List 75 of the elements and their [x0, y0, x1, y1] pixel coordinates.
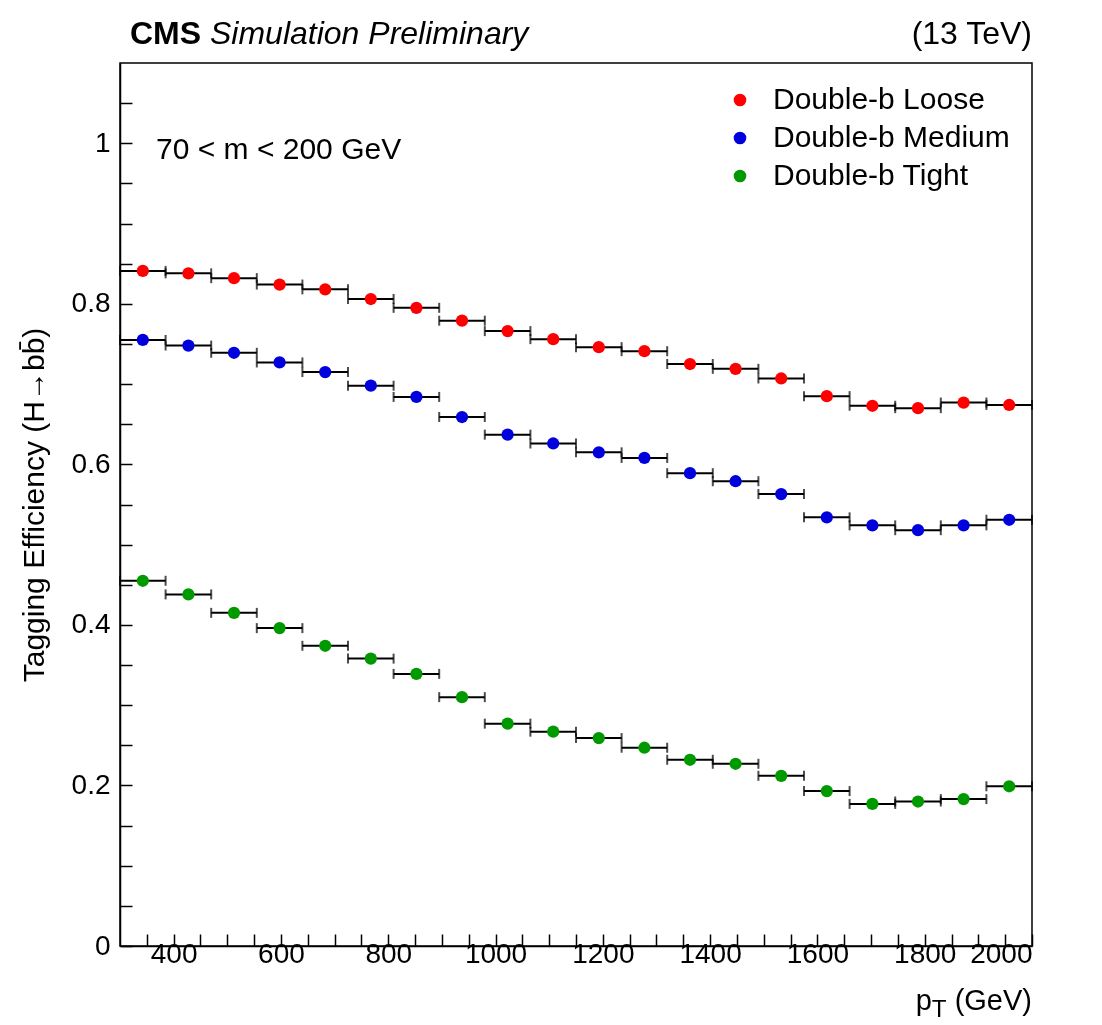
point — [319, 639, 332, 652]
point — [957, 396, 970, 409]
point — [319, 365, 332, 379]
point — [1003, 780, 1016, 793]
chart-title: CMS — [130, 15, 202, 51]
point — [410, 301, 423, 314]
point — [182, 267, 195, 280]
point — [820, 784, 833, 798]
y-axis-title: Tagging Efficiency (H→bb̄) — [16, 327, 50, 683]
legend-label: Double-b Tight — [773, 158, 969, 191]
point — [273, 356, 286, 369]
y-tick-label: 1 — [94, 126, 111, 158]
point — [182, 339, 195, 352]
point — [547, 725, 560, 738]
point — [501, 428, 514, 441]
point — [547, 437, 560, 450]
point — [775, 487, 788, 501]
point — [501, 325, 514, 338]
text: (13 TeV) — [911, 14, 1032, 52]
point — [227, 606, 241, 619]
point — [136, 264, 149, 278]
point — [683, 467, 697, 480]
y-tick-label: 0.2 — [71, 768, 111, 800]
point — [592, 446, 605, 459]
point — [592, 731, 605, 745]
point — [364, 652, 377, 665]
point — [319, 283, 332, 296]
point — [683, 357, 697, 371]
point — [273, 622, 286, 635]
point — [683, 753, 697, 766]
legend-label: Double-b Medium — [773, 120, 1010, 153]
point — [410, 390, 423, 404]
point — [273, 278, 286, 291]
point — [227, 346, 241, 359]
point — [364, 379, 377, 392]
x-axis-title: p$_{T}$ (GeV) — [915, 984, 1032, 1024]
point — [820, 511, 833, 524]
y-tick-label: 0 — [94, 929, 111, 961]
point — [455, 314, 469, 327]
point — [866, 519, 879, 532]
point — [455, 410, 469, 424]
point — [1003, 513, 1016, 526]
point — [136, 333, 149, 347]
point — [501, 717, 514, 730]
point — [911, 402, 925, 415]
legend-label: Double-b Loose — [773, 82, 985, 115]
point — [775, 372, 788, 385]
annotation: 70 < m < 200 GeV — [156, 132, 402, 165]
point — [866, 399, 879, 412]
point — [364, 292, 377, 306]
point — [957, 519, 970, 532]
chart-subtitle: Simulation Preliminary — [210, 15, 529, 51]
point — [866, 797, 879, 811]
point — [547, 333, 560, 346]
point — [775, 769, 788, 782]
point — [911, 795, 925, 808]
point — [729, 757, 742, 770]
point — [136, 574, 149, 587]
y-tick-label: 0.6 — [71, 447, 111, 479]
point — [455, 691, 469, 704]
y-tick-label: 0.4 — [71, 608, 111, 640]
point — [957, 792, 970, 806]
point — [911, 524, 925, 537]
point — [592, 341, 605, 354]
point — [1003, 398, 1016, 412]
point — [729, 362, 742, 375]
point — [638, 345, 651, 358]
point — [820, 390, 833, 403]
point — [729, 475, 742, 488]
point — [410, 667, 423, 680]
point — [638, 451, 651, 465]
y-tick-label: 0.8 — [71, 287, 111, 319]
point — [227, 272, 241, 285]
point — [638, 741, 651, 754]
point — [182, 588, 195, 601]
